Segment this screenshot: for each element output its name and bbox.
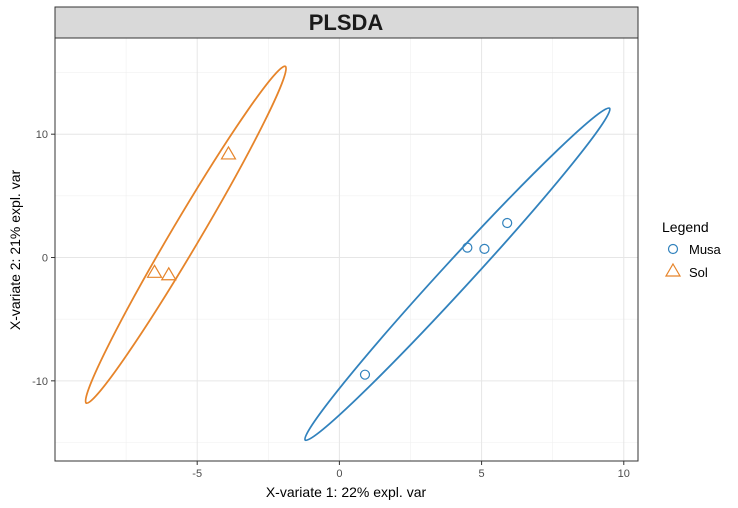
- ellipse-sol: [84, 65, 288, 405]
- point-musa: [479, 243, 490, 254]
- x-tick-label: 5: [479, 468, 485, 480]
- confidence-ellipses: [84, 65, 611, 442]
- ellipse-musa: [304, 107, 611, 442]
- point-sol: [220, 145, 237, 160]
- point-musa: [502, 217, 513, 229]
- panel-border: [54, 37, 639, 462]
- x-tick-label: 0: [336, 468, 342, 480]
- point-musa: [462, 242, 473, 253]
- title-strip: [54, 6, 639, 39]
- point-sol: [146, 264, 163, 278]
- chart-title: PLSDA: [309, 10, 384, 35]
- y-axis-title: X-variate 2: 21% expl. var: [7, 170, 23, 331]
- x-tick-label: -5: [192, 468, 202, 480]
- plot-panel: [54, 37, 639, 462]
- x-axis-ticks: -5 0 5 10: [192, 461, 630, 480]
- y-tick-label: -10: [32, 376, 48, 388]
- y-tick-label: 0: [42, 253, 48, 265]
- legend-key-musa-circle: [667, 243, 679, 255]
- data-points: [146, 145, 513, 380]
- x-axis-title: X-variate 1: 22% expl. var: [266, 484, 427, 500]
- y-tick-label: 10: [36, 129, 48, 141]
- legend-key-sol-triangle: [664, 262, 682, 277]
- major-gridlines: [55, 38, 638, 461]
- legend: Legend Musa Sol: [662, 219, 722, 280]
- point-musa: [359, 369, 371, 380]
- legend-label-musa: Musa: [689, 242, 722, 257]
- x-tick-label: 10: [618, 468, 630, 480]
- legend-title: Legend: [662, 219, 709, 235]
- point-sol: [160, 266, 177, 281]
- legend-label-sol: Sol: [689, 265, 708, 280]
- y-axis-ticks: -10 0 10: [32, 129, 55, 388]
